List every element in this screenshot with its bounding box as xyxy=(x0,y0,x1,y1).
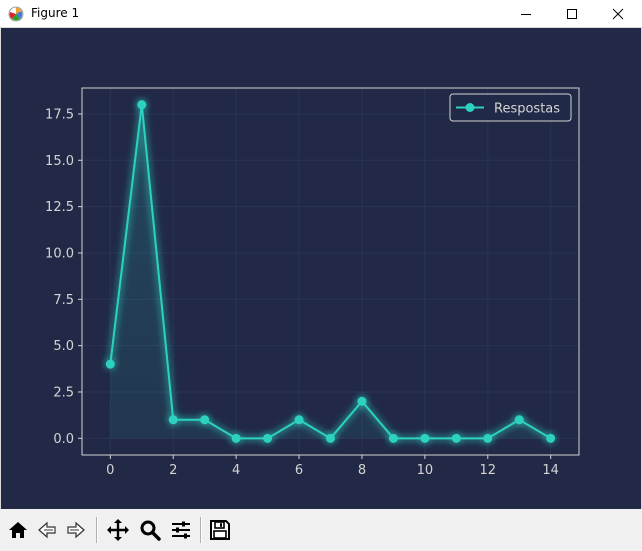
close-icon xyxy=(612,8,624,20)
matplotlib-app-icon xyxy=(8,6,24,22)
figure-canvas[interactable]: 0 2 4 6 8 10 12 14 0.0 2.5 5.0 7.5 10.0 12.5 15.0 17.5 … xyxy=(0,28,642,509)
data-point xyxy=(168,415,178,425)
data-point xyxy=(451,433,461,443)
subplots-icon xyxy=(171,521,190,539)
x-tick-label: 10 xyxy=(417,463,434,478)
forward-button[interactable] xyxy=(62,516,89,544)
line-chart[interactable]: 0 2 4 6 8 10 12 140.02.55.07.510.012.515.017.5 … xyxy=(1,28,642,509)
data-point xyxy=(231,433,241,443)
x-tick-label: 8 xyxy=(358,463,366,478)
y-tick-label: 5.0 xyxy=(53,339,74,354)
window-title: Figure 1 xyxy=(31,6,80,20)
series-glow xyxy=(106,100,553,443)
zoom-button[interactable] xyxy=(136,516,163,544)
maximize-icon xyxy=(567,9,577,19)
close-button[interactable] xyxy=(595,0,641,28)
x-tick-label: 2 xyxy=(169,463,177,478)
line-glow xyxy=(106,100,553,443)
legend-marker-sample xyxy=(465,103,475,112)
home-icon xyxy=(8,522,27,538)
markers xyxy=(103,97,558,446)
data-point xyxy=(546,433,556,443)
back-button[interactable] xyxy=(33,516,60,544)
data-point xyxy=(357,396,367,406)
x-tick-label: 12 xyxy=(480,463,497,478)
data-point xyxy=(514,415,524,425)
back-icon xyxy=(37,521,56,539)
minimize-icon xyxy=(521,14,531,15)
data-point xyxy=(137,100,147,110)
x-tick-label: 14 xyxy=(542,463,559,478)
ticks: 0 2 4 6 8 10 12 14 0.0 2.5 5.0 7.5 10.0 12.5 15.0 17.5 xyxy=(45,107,559,478)
x-tick-label: 4 xyxy=(232,463,240,478)
toolbar-separator xyxy=(96,517,98,543)
series-line-respostas xyxy=(109,103,552,440)
maximize-button[interactable] xyxy=(549,0,595,28)
forward-icon xyxy=(66,521,85,539)
data-point xyxy=(420,433,430,443)
axes-frame xyxy=(81,87,580,456)
x-tick-label: 0 xyxy=(106,463,114,478)
y-tick-label: 0.0 xyxy=(53,432,74,447)
y-tick-label: 17.5 xyxy=(45,107,74,122)
area-fill xyxy=(110,104,551,439)
data-point xyxy=(483,433,493,443)
y-tick-label: 12.5 xyxy=(45,200,74,215)
title-bar: Figure 1 xyxy=(0,0,642,28)
legend: Respostas xyxy=(449,93,572,122)
data-point xyxy=(294,415,304,425)
data-point xyxy=(263,433,273,443)
series-area xyxy=(110,104,551,439)
legend-box xyxy=(449,93,572,122)
data-point xyxy=(326,433,335,443)
minimize-button[interactable] xyxy=(503,0,549,28)
y-tick-label: 15.0 xyxy=(45,154,74,169)
configure-subplots-button[interactable] xyxy=(167,516,194,544)
y-tick-label: 2.5 xyxy=(53,385,74,400)
pan-icon xyxy=(106,519,129,541)
save-button[interactable] xyxy=(206,516,233,544)
data-point xyxy=(388,433,398,443)
legend-entry-respostas: Respostas xyxy=(494,102,560,117)
y-tick-label: 10.0 xyxy=(45,246,74,261)
series-line-layer xyxy=(109,103,552,440)
zoom-icon xyxy=(140,520,161,541)
data-point xyxy=(105,359,115,369)
data-point xyxy=(200,415,210,425)
y-tick-label: 7.5 xyxy=(53,293,74,308)
home-button[interactable] xyxy=(4,516,31,544)
pan-button[interactable] xyxy=(104,516,131,544)
x-tick-label: 6 xyxy=(295,463,303,478)
toolbar-separator xyxy=(200,517,202,543)
save-icon xyxy=(209,520,230,540)
navigation-toolbar xyxy=(0,509,642,551)
